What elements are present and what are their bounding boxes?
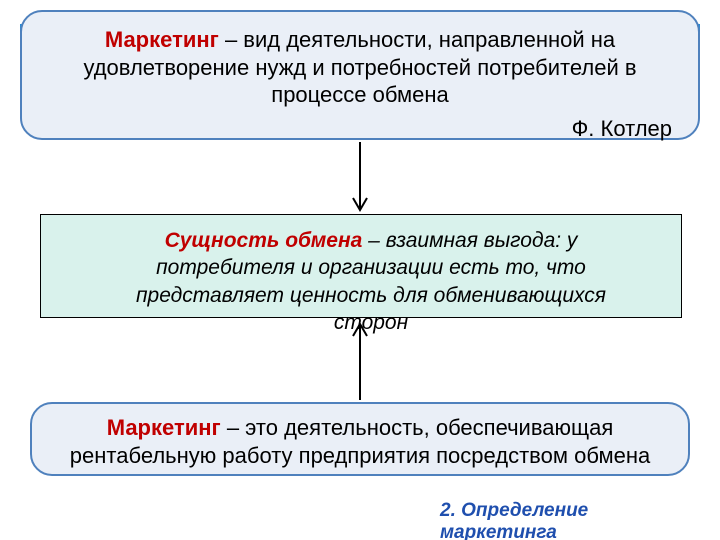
essence-text: Сущность обмена – взаимная выгода: у пот… <box>101 227 641 336</box>
definition-1-attribution: Ф. Котлер <box>48 115 672 143</box>
slide-canvas: Маркетинг – вид деятельности, направленн… <box>0 0 720 540</box>
arrow-down-icon <box>348 142 372 212</box>
slide-footer-label: 2. Определение маркетинга <box>440 500 710 540</box>
essence-keyword: Сущность обмена <box>165 229 363 252</box>
definition-2-text: Маркетинг – это деятельность, обеспечива… <box>58 414 662 469</box>
definition-box-2: Маркетинг – это деятельность, обеспечива… <box>30 402 690 476</box>
arrow-up-icon <box>348 322 372 400</box>
essence-box: Сущность обмена – взаимная выгода: у пот… <box>40 214 682 318</box>
definition-box-1: Маркетинг – вид деятельности, направленн… <box>20 10 700 140</box>
definition-1-text: Маркетинг – вид деятельности, направленн… <box>48 26 672 109</box>
definition-2-keyword: Маркетинг <box>107 415 221 440</box>
definition-1-keyword: Маркетинг <box>105 27 219 52</box>
